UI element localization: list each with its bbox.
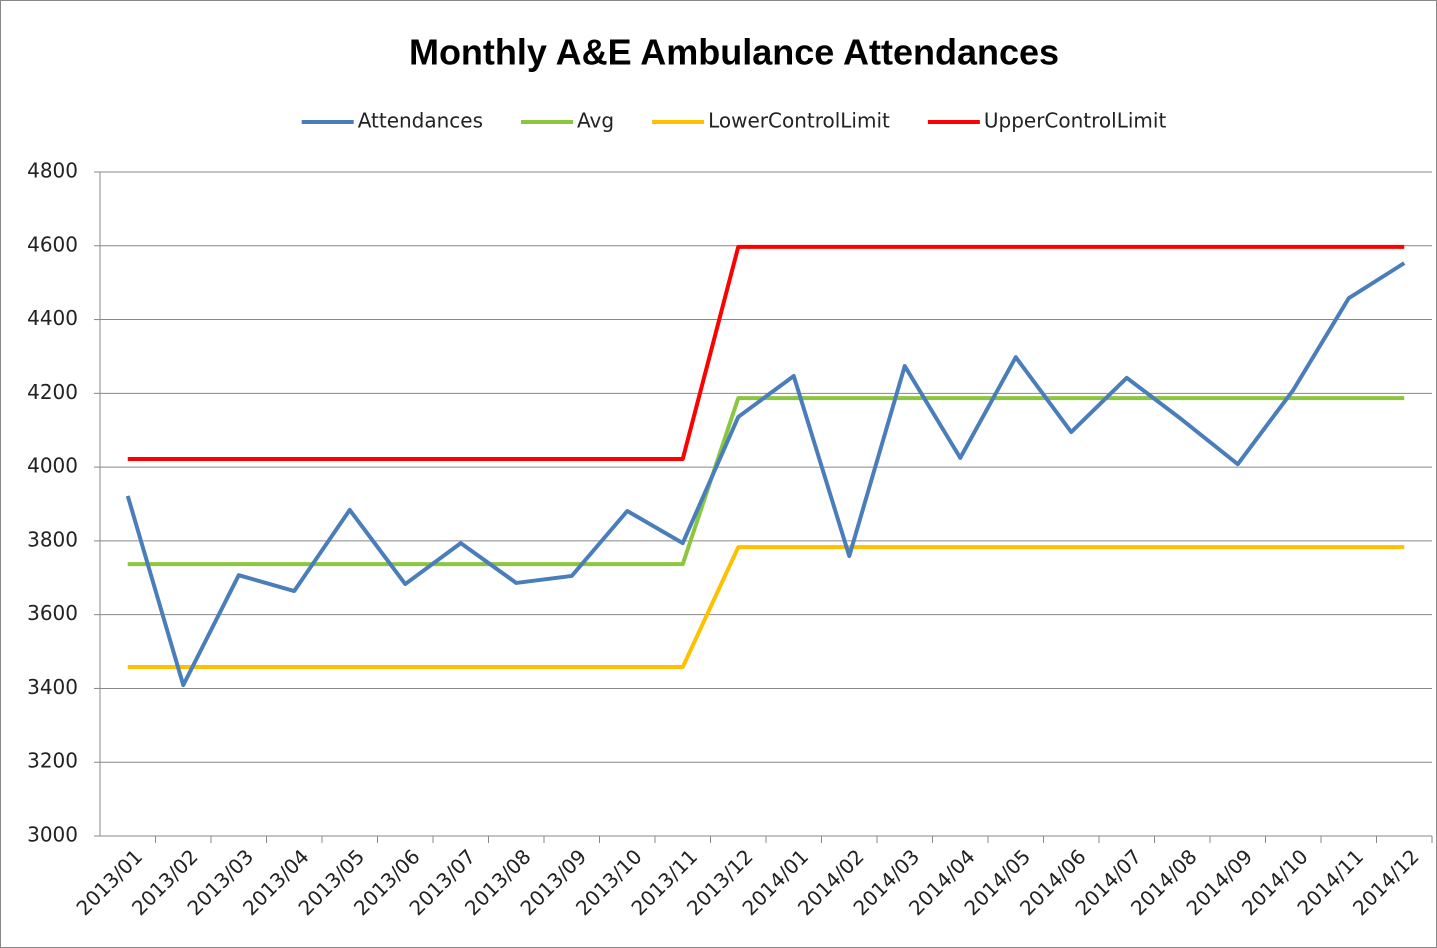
y-tick-label: 4600 (27, 232, 78, 256)
legend-label: LowerControlLimit (708, 109, 890, 133)
y-tick-label: 4200 (27, 380, 78, 404)
y-tick-label: 4000 (27, 454, 78, 478)
y-tick-label: 4800 (27, 159, 78, 183)
y-tick-label: 3000 (27, 823, 78, 847)
series-line (127, 244, 1405, 461)
chart-title: Monthly A&E Ambulance Attendances (409, 32, 1059, 73)
y-tick-label: 3800 (27, 527, 78, 551)
legend-label: UpperControlLimit (984, 109, 1167, 133)
legend-label: Attendances (358, 109, 483, 133)
y-tick-label: 4400 (27, 306, 78, 330)
series-line (125, 261, 1406, 688)
y-tick-label: 3400 (27, 675, 78, 699)
legend-label: Avg (577, 109, 614, 133)
series-line (127, 545, 1405, 670)
y-tick-label: 3600 (27, 601, 78, 625)
y-tick-label: 3200 (27, 749, 78, 773)
